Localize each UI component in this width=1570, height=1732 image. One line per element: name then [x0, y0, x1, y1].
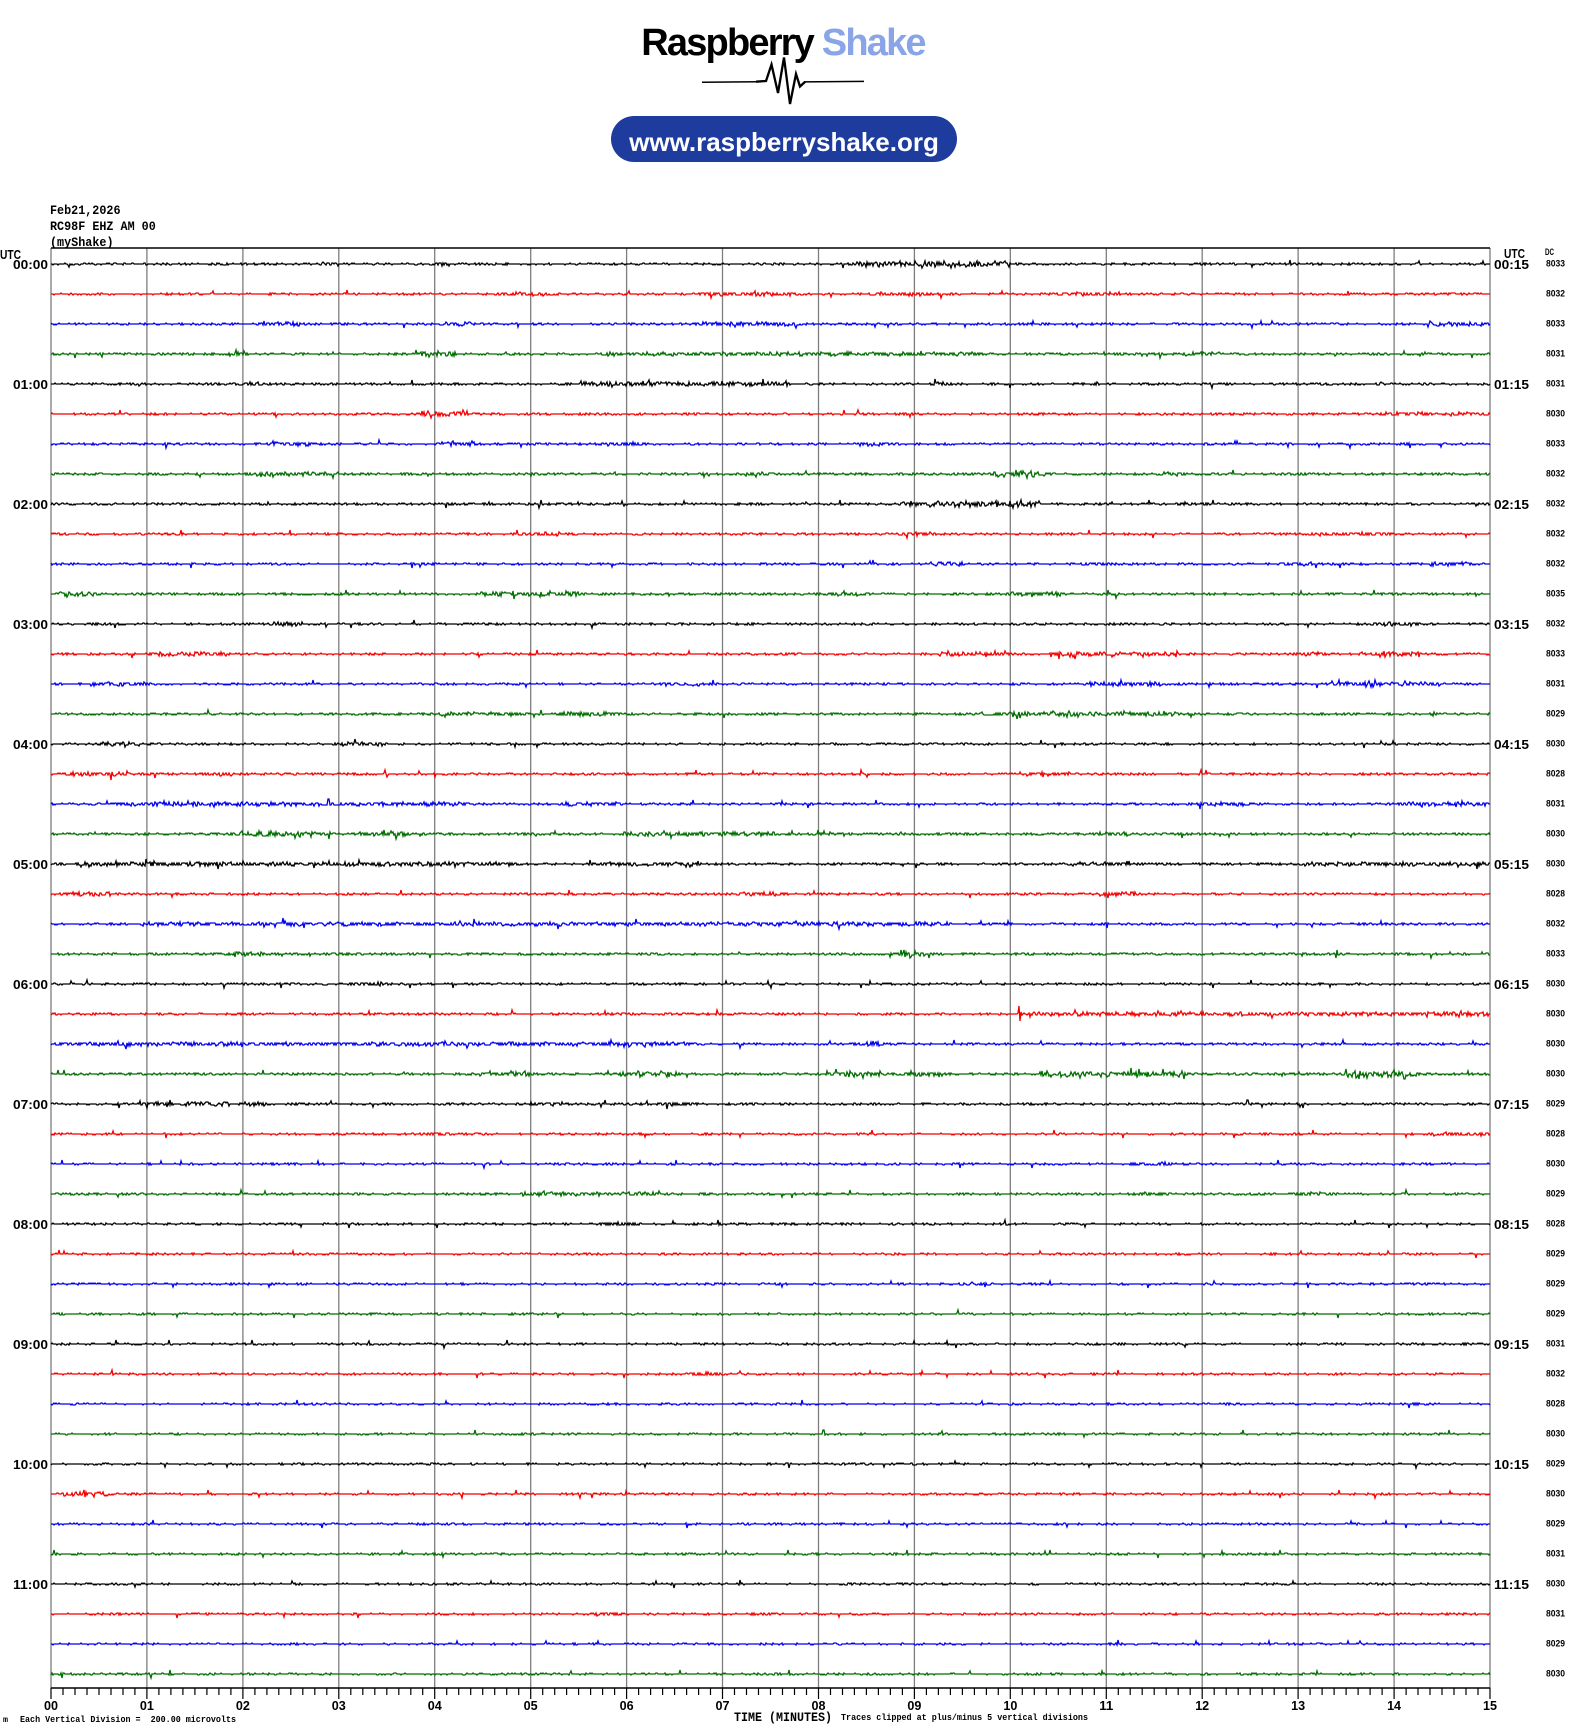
svg-text:04: 04	[428, 1698, 443, 1713]
svg-text:8032: 8032	[1546, 1369, 1565, 1379]
svg-text:06:00: 06:00	[13, 977, 48, 992]
svg-text:03:00: 03:00	[13, 617, 48, 632]
svg-text:8033: 8033	[1546, 649, 1565, 659]
svg-text:UTC: UTC	[1504, 246, 1525, 261]
svg-text:8035: 8035	[1546, 589, 1565, 599]
svg-text:06: 06	[620, 1698, 634, 1713]
svg-text:8029: 8029	[1546, 709, 1565, 719]
svg-text:07: 07	[716, 1698, 730, 1713]
svg-text:Traces clipped at plus/minus 5: Traces clipped at plus/minus 5 vertical …	[841, 1713, 1088, 1723]
svg-text:02: 02	[236, 1698, 250, 1713]
svg-text:00:00: 00:00	[13, 257, 48, 272]
svg-text:02:15: 02:15	[1494, 497, 1529, 512]
svg-text:8029: 8029	[1546, 1519, 1565, 1529]
svg-text:8030: 8030	[1546, 1579, 1565, 1589]
svg-text:8032: 8032	[1546, 919, 1565, 929]
svg-text:11:15: 11:15	[1494, 1577, 1529, 1592]
svg-text:07:15: 07:15	[1494, 1097, 1529, 1112]
svg-text:14: 14	[1387, 1698, 1402, 1713]
svg-text:8029: 8029	[1546, 1279, 1565, 1289]
svg-text:10:15: 10:15	[1494, 1457, 1529, 1472]
svg-text:Feb21,2026: Feb21,2026	[50, 203, 121, 218]
svg-text:Each Vertical Division = 200.: Each Vertical Division = 200.00 microvol…	[20, 1715, 236, 1725]
svg-text:15: 15	[1483, 1698, 1497, 1713]
svg-text:10: 10	[1003, 1698, 1017, 1713]
svg-text:8032: 8032	[1546, 469, 1565, 479]
svg-text:09:15: 09:15	[1494, 1337, 1529, 1352]
svg-text:8030: 8030	[1546, 1159, 1565, 1169]
svg-text:8030: 8030	[1546, 1489, 1565, 1499]
svg-text:8029: 8029	[1546, 1459, 1565, 1469]
svg-text:8030: 8030	[1546, 1039, 1565, 1049]
svg-text:08:00: 08:00	[13, 1217, 48, 1232]
svg-text:RC98F EHZ AM 00: RC98F EHZ AM 00	[50, 219, 156, 234]
svg-text:8030: 8030	[1546, 1429, 1565, 1439]
svg-text:DC: DC	[1545, 247, 1554, 257]
svg-text:8029: 8029	[1546, 1639, 1565, 1649]
svg-text:8031: 8031	[1546, 349, 1565, 359]
svg-text:09: 09	[907, 1698, 921, 1713]
svg-text:8028: 8028	[1546, 1219, 1565, 1229]
svg-text:08: 08	[811, 1698, 825, 1713]
svg-text:8031: 8031	[1546, 679, 1565, 689]
svg-text:04:00: 04:00	[13, 737, 48, 752]
svg-text:04:15: 04:15	[1494, 737, 1529, 752]
svg-text:01: 01	[140, 1698, 154, 1713]
svg-text:11: 11	[1099, 1698, 1113, 1713]
svg-text:03:15: 03:15	[1494, 617, 1529, 632]
svg-text:8030: 8030	[1546, 829, 1565, 839]
svg-text:UTC: UTC	[0, 247, 21, 262]
svg-text:05:00: 05:00	[13, 857, 48, 872]
svg-text:8032: 8032	[1546, 289, 1565, 299]
svg-text:8033: 8033	[1546, 949, 1565, 959]
svg-text:8033: 8033	[1546, 259, 1565, 269]
svg-text:8030: 8030	[1546, 1009, 1565, 1019]
svg-text:8030: 8030	[1546, 1069, 1565, 1079]
svg-text:8028: 8028	[1546, 1129, 1565, 1139]
svg-text:8028: 8028	[1546, 889, 1565, 899]
svg-text:(myShake): (myShake)	[50, 235, 114, 250]
svg-text:8029: 8029	[1546, 1309, 1565, 1319]
svg-text:00:15: 00:15	[1494, 257, 1529, 272]
svg-text:8031: 8031	[1546, 799, 1565, 809]
svg-text:8031: 8031	[1546, 1339, 1565, 1349]
svg-text:13: 13	[1291, 1698, 1305, 1713]
svg-text:8032: 8032	[1546, 559, 1565, 569]
svg-text:Raspberry Shake: Raspberry Shake	[641, 22, 925, 64]
svg-text:12: 12	[1195, 1698, 1209, 1713]
svg-text:06:15: 06:15	[1494, 977, 1529, 992]
svg-text:09:00: 09:00	[13, 1337, 48, 1352]
svg-text:8031: 8031	[1546, 379, 1565, 389]
svg-text:8030: 8030	[1546, 409, 1565, 419]
svg-text:8031: 8031	[1546, 1549, 1565, 1559]
svg-text:8031: 8031	[1546, 1609, 1565, 1619]
svg-text:10:00: 10:00	[13, 1457, 48, 1472]
svg-text:TIME (MINUTES): TIME (MINUTES)	[734, 1710, 832, 1725]
svg-text:8032: 8032	[1546, 529, 1565, 539]
svg-text:8033: 8033	[1546, 439, 1565, 449]
svg-text:m: m	[3, 1716, 8, 1725]
svg-text:8033: 8033	[1546, 319, 1565, 329]
svg-text:8030: 8030	[1546, 859, 1565, 869]
svg-text:8029: 8029	[1546, 1249, 1565, 1259]
svg-text:00: 00	[44, 1698, 58, 1713]
svg-text:01:00: 01:00	[13, 377, 48, 392]
svg-text:8032: 8032	[1546, 499, 1565, 509]
svg-text:8030: 8030	[1546, 739, 1565, 749]
svg-text:8032: 8032	[1546, 619, 1565, 629]
svg-text:11:00: 11:00	[13, 1577, 48, 1592]
svg-text:8030: 8030	[1546, 1669, 1565, 1679]
svg-text:05: 05	[524, 1698, 538, 1713]
svg-text:07:00: 07:00	[13, 1097, 48, 1112]
svg-text:03: 03	[332, 1698, 346, 1713]
svg-text:8029: 8029	[1546, 1099, 1565, 1109]
svg-text:01:15: 01:15	[1494, 377, 1529, 392]
svg-text:05:15: 05:15	[1494, 857, 1529, 872]
svg-text:02:00: 02:00	[13, 497, 48, 512]
svg-text:8030: 8030	[1546, 979, 1565, 989]
svg-text:8029: 8029	[1546, 1189, 1565, 1199]
svg-text:8028: 8028	[1546, 769, 1565, 779]
svg-text:8028: 8028	[1546, 1399, 1565, 1409]
svg-text:08:15: 08:15	[1494, 1217, 1529, 1232]
